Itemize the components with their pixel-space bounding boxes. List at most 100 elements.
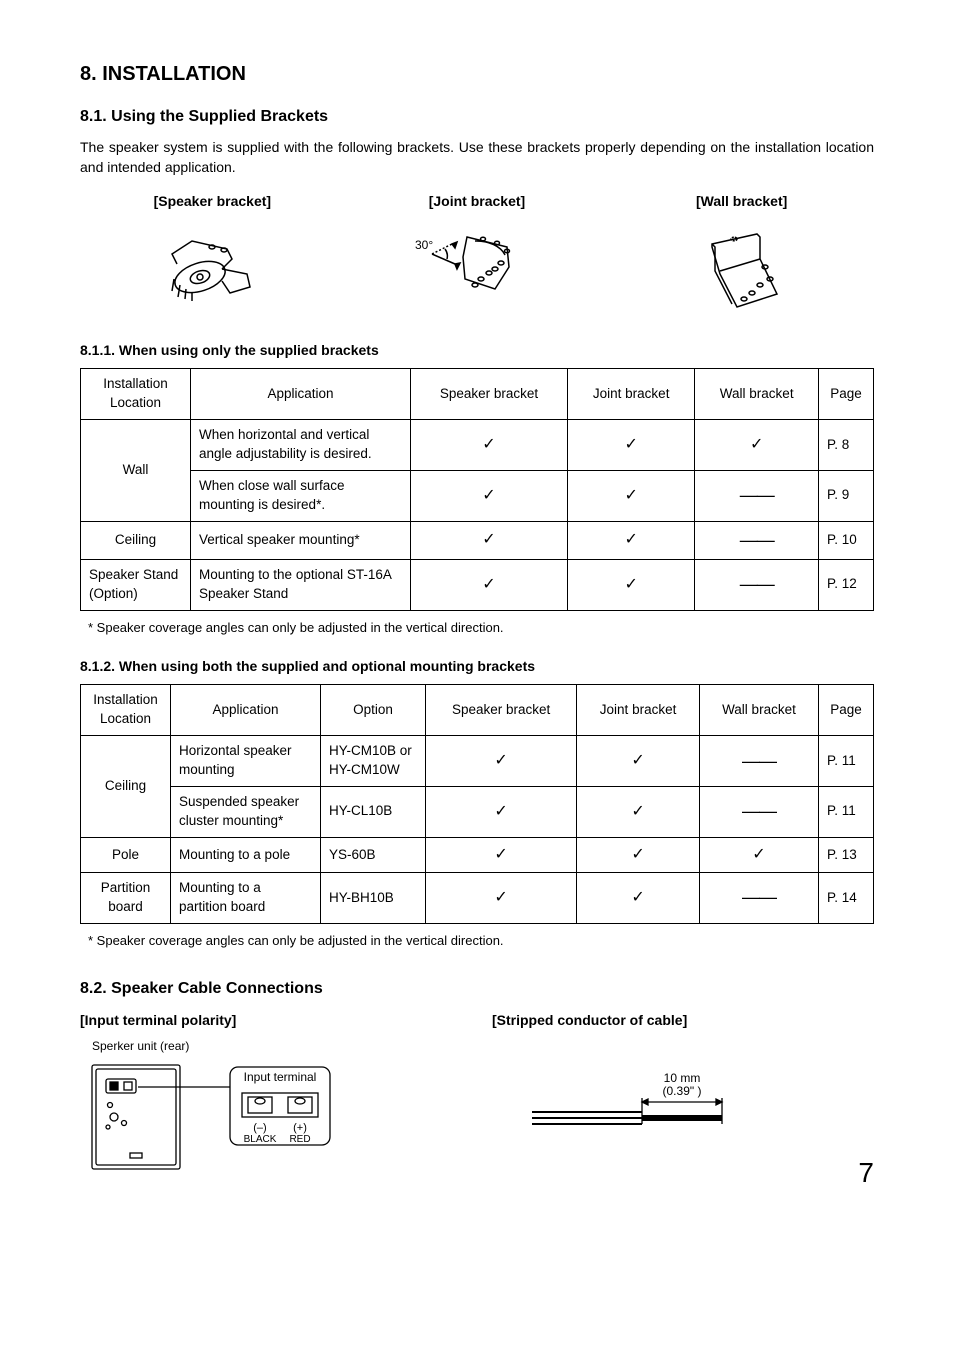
section-8-2-title: 8.2. Speaker Cable Connections bbox=[80, 978, 874, 1000]
th-speaker-bracket: Speaker bracket bbox=[426, 685, 577, 736]
table-row: Ceiling Horizontal speaker mounting HY-C… bbox=[81, 736, 874, 787]
speaker-bracket-label: [Speaker bracket] bbox=[81, 192, 343, 212]
section-8-1-intro: The speaker system is supplied with the … bbox=[80, 138, 874, 177]
cell-check: ✓ bbox=[426, 873, 577, 924]
table-row: Speaker Stand (Option) Mounting to the o… bbox=[81, 559, 874, 610]
svg-text:(0.39" ): (0.39" ) bbox=[663, 1084, 702, 1098]
cell-application: Suspended speaker cluster mounting* bbox=[171, 787, 321, 838]
table-row: Partition board Mounting to a partition … bbox=[81, 873, 874, 924]
cell-application: Mounting to a pole bbox=[171, 837, 321, 872]
cell-check: ✓ bbox=[577, 837, 700, 872]
table-supplied-brackets: Installation Location Application Speake… bbox=[80, 368, 874, 610]
cell-check: ✓ bbox=[568, 420, 695, 471]
rear-label: Sperker unit (rear) bbox=[92, 1038, 462, 1055]
cell-page: P. 9 bbox=[819, 470, 874, 521]
cell-check: ✓ bbox=[411, 470, 568, 521]
bracket-illustration-row: [Speaker bracket] [Joint bracket] bbox=[80, 192, 874, 325]
cell-application: Vertical speaker mounting* bbox=[191, 521, 411, 559]
pos-color: RED bbox=[289, 1134, 310, 1145]
cell-check: ✓ bbox=[426, 736, 577, 787]
cell-check: ✓ bbox=[411, 420, 568, 471]
cell-application: When horizontal and vertical angle adjus… bbox=[191, 420, 411, 471]
th-option: Option bbox=[321, 685, 426, 736]
cell-location: Pole bbox=[81, 837, 171, 872]
cell-check: ✓ bbox=[426, 787, 577, 838]
cell-dash: —— bbox=[699, 736, 818, 787]
cell-dash: —— bbox=[695, 559, 819, 610]
table-row: Installation Location Application Option… bbox=[81, 685, 874, 736]
section-8-1-1-title: 8.1.1. When using only the supplied brac… bbox=[80, 341, 874, 361]
neg-symbol: (–) bbox=[253, 1122, 266, 1134]
cell-location: Partition board bbox=[81, 873, 171, 924]
cell-page: P. 8 bbox=[819, 420, 874, 471]
neg-color: BLACK bbox=[244, 1134, 277, 1145]
cell-page: P. 13 bbox=[819, 837, 874, 872]
speaker-bracket-icon bbox=[152, 219, 272, 325]
cell-location: Speaker Stand (Option) bbox=[81, 559, 191, 610]
input-terminal-label: [Input terminal polarity] bbox=[80, 1011, 462, 1031]
section-8-1-2-title: 8.1.2. When using both the supplied and … bbox=[80, 657, 874, 677]
cell-option: HY-CM10B or HY-CM10W bbox=[321, 736, 426, 787]
page-heading: 8. INSTALLATION bbox=[80, 60, 874, 88]
cell-check: ✓ bbox=[568, 521, 695, 559]
cell-check: ✓ bbox=[411, 521, 568, 559]
cell-check: ✓ bbox=[695, 420, 819, 471]
th-speaker-bracket: Speaker bracket bbox=[411, 369, 568, 420]
cell-location: Wall bbox=[81, 420, 191, 522]
wall-bracket-col: [Wall bracket] bbox=[611, 192, 873, 325]
joint-angle-text: 30° bbox=[415, 238, 433, 252]
cell-location: Ceiling bbox=[81, 736, 171, 838]
joint-bracket-label: [Joint bracket] bbox=[346, 192, 608, 212]
table-optional-brackets: Installation Location Application Option… bbox=[80, 684, 874, 924]
cell-application: Mounting to a partition board bbox=[171, 873, 321, 924]
cell-application: Mounting to the optional ST-16A Speaker … bbox=[191, 559, 411, 610]
cell-check: ✓ bbox=[577, 736, 700, 787]
wall-bracket-icon bbox=[682, 219, 802, 325]
th-joint-bracket: Joint bracket bbox=[577, 685, 700, 736]
input-terminal-text: Input terminal bbox=[244, 1070, 317, 1084]
cell-dash: —— bbox=[695, 470, 819, 521]
page-number: 7 bbox=[858, 1153, 874, 1192]
footnote-2: * Speaker coverage angles can only be ad… bbox=[88, 932, 874, 950]
wall-bracket-label: [Wall bracket] bbox=[611, 192, 873, 212]
stripped-conductor-col: [Stripped conductor of cable] 10 mm (0.3… bbox=[492, 1011, 874, 1183]
cell-check: ✓ bbox=[577, 787, 700, 838]
cell-page: P. 12 bbox=[819, 559, 874, 610]
stripped-conductor-label: [Stripped conductor of cable] bbox=[492, 1011, 874, 1031]
cell-check: ✓ bbox=[699, 837, 818, 872]
cell-option: HY-BH10B bbox=[321, 873, 426, 924]
footnote-1: * Speaker coverage angles can only be ad… bbox=[88, 619, 874, 637]
th-location: Installation Location bbox=[81, 369, 191, 420]
cell-check: ✓ bbox=[577, 873, 700, 924]
joint-bracket-icon: 30° bbox=[397, 219, 557, 325]
input-terminal-col: [Input terminal polarity] Sperker unit (… bbox=[80, 1011, 462, 1183]
cell-page: P. 11 bbox=[819, 736, 874, 787]
table-row: Installation Location Application Speake… bbox=[81, 369, 874, 420]
pos-symbol: (+) bbox=[293, 1122, 307, 1134]
stripped-cable-diagram-icon: 10 mm (0.39" ) bbox=[492, 1068, 772, 1154]
cell-option: HY-CL10B bbox=[321, 787, 426, 838]
connection-row: [Input terminal polarity] Sperker unit (… bbox=[80, 1011, 874, 1183]
th-wall-bracket: Wall bracket bbox=[699, 685, 818, 736]
th-joint-bracket: Joint bracket bbox=[568, 369, 695, 420]
cell-check: ✓ bbox=[411, 559, 568, 610]
cell-check: ✓ bbox=[568, 470, 695, 521]
th-page: Page bbox=[819, 369, 874, 420]
svg-text:10 mm: 10 mm bbox=[664, 1071, 701, 1085]
cell-dash: —— bbox=[699, 787, 818, 838]
cell-dash: —— bbox=[699, 873, 818, 924]
th-application: Application bbox=[191, 369, 411, 420]
cell-application: When close wall surface mounting is desi… bbox=[191, 470, 411, 521]
th-page: Page bbox=[819, 685, 874, 736]
cell-application: Horizontal speaker mounting bbox=[171, 736, 321, 787]
joint-bracket-col: [Joint bracket] 30° bbox=[346, 192, 608, 325]
speaker-bracket-col: [Speaker bracket] bbox=[81, 192, 343, 325]
table-row: Suspended speaker cluster mounting* HY-C… bbox=[81, 787, 874, 838]
table-row: Wall When horizontal and vertical angle … bbox=[81, 420, 874, 471]
th-application: Application bbox=[171, 685, 321, 736]
cell-check: ✓ bbox=[568, 559, 695, 610]
table-row: Pole Mounting to a pole YS-60B ✓ ✓ ✓ P. … bbox=[81, 837, 874, 872]
cell-page: P. 11 bbox=[819, 787, 874, 838]
input-terminal-diagram-icon: Input terminal (–) BLACK (+) RED bbox=[80, 1057, 340, 1183]
section-8-1-title: 8.1. Using the Supplied Brackets bbox=[80, 106, 874, 128]
